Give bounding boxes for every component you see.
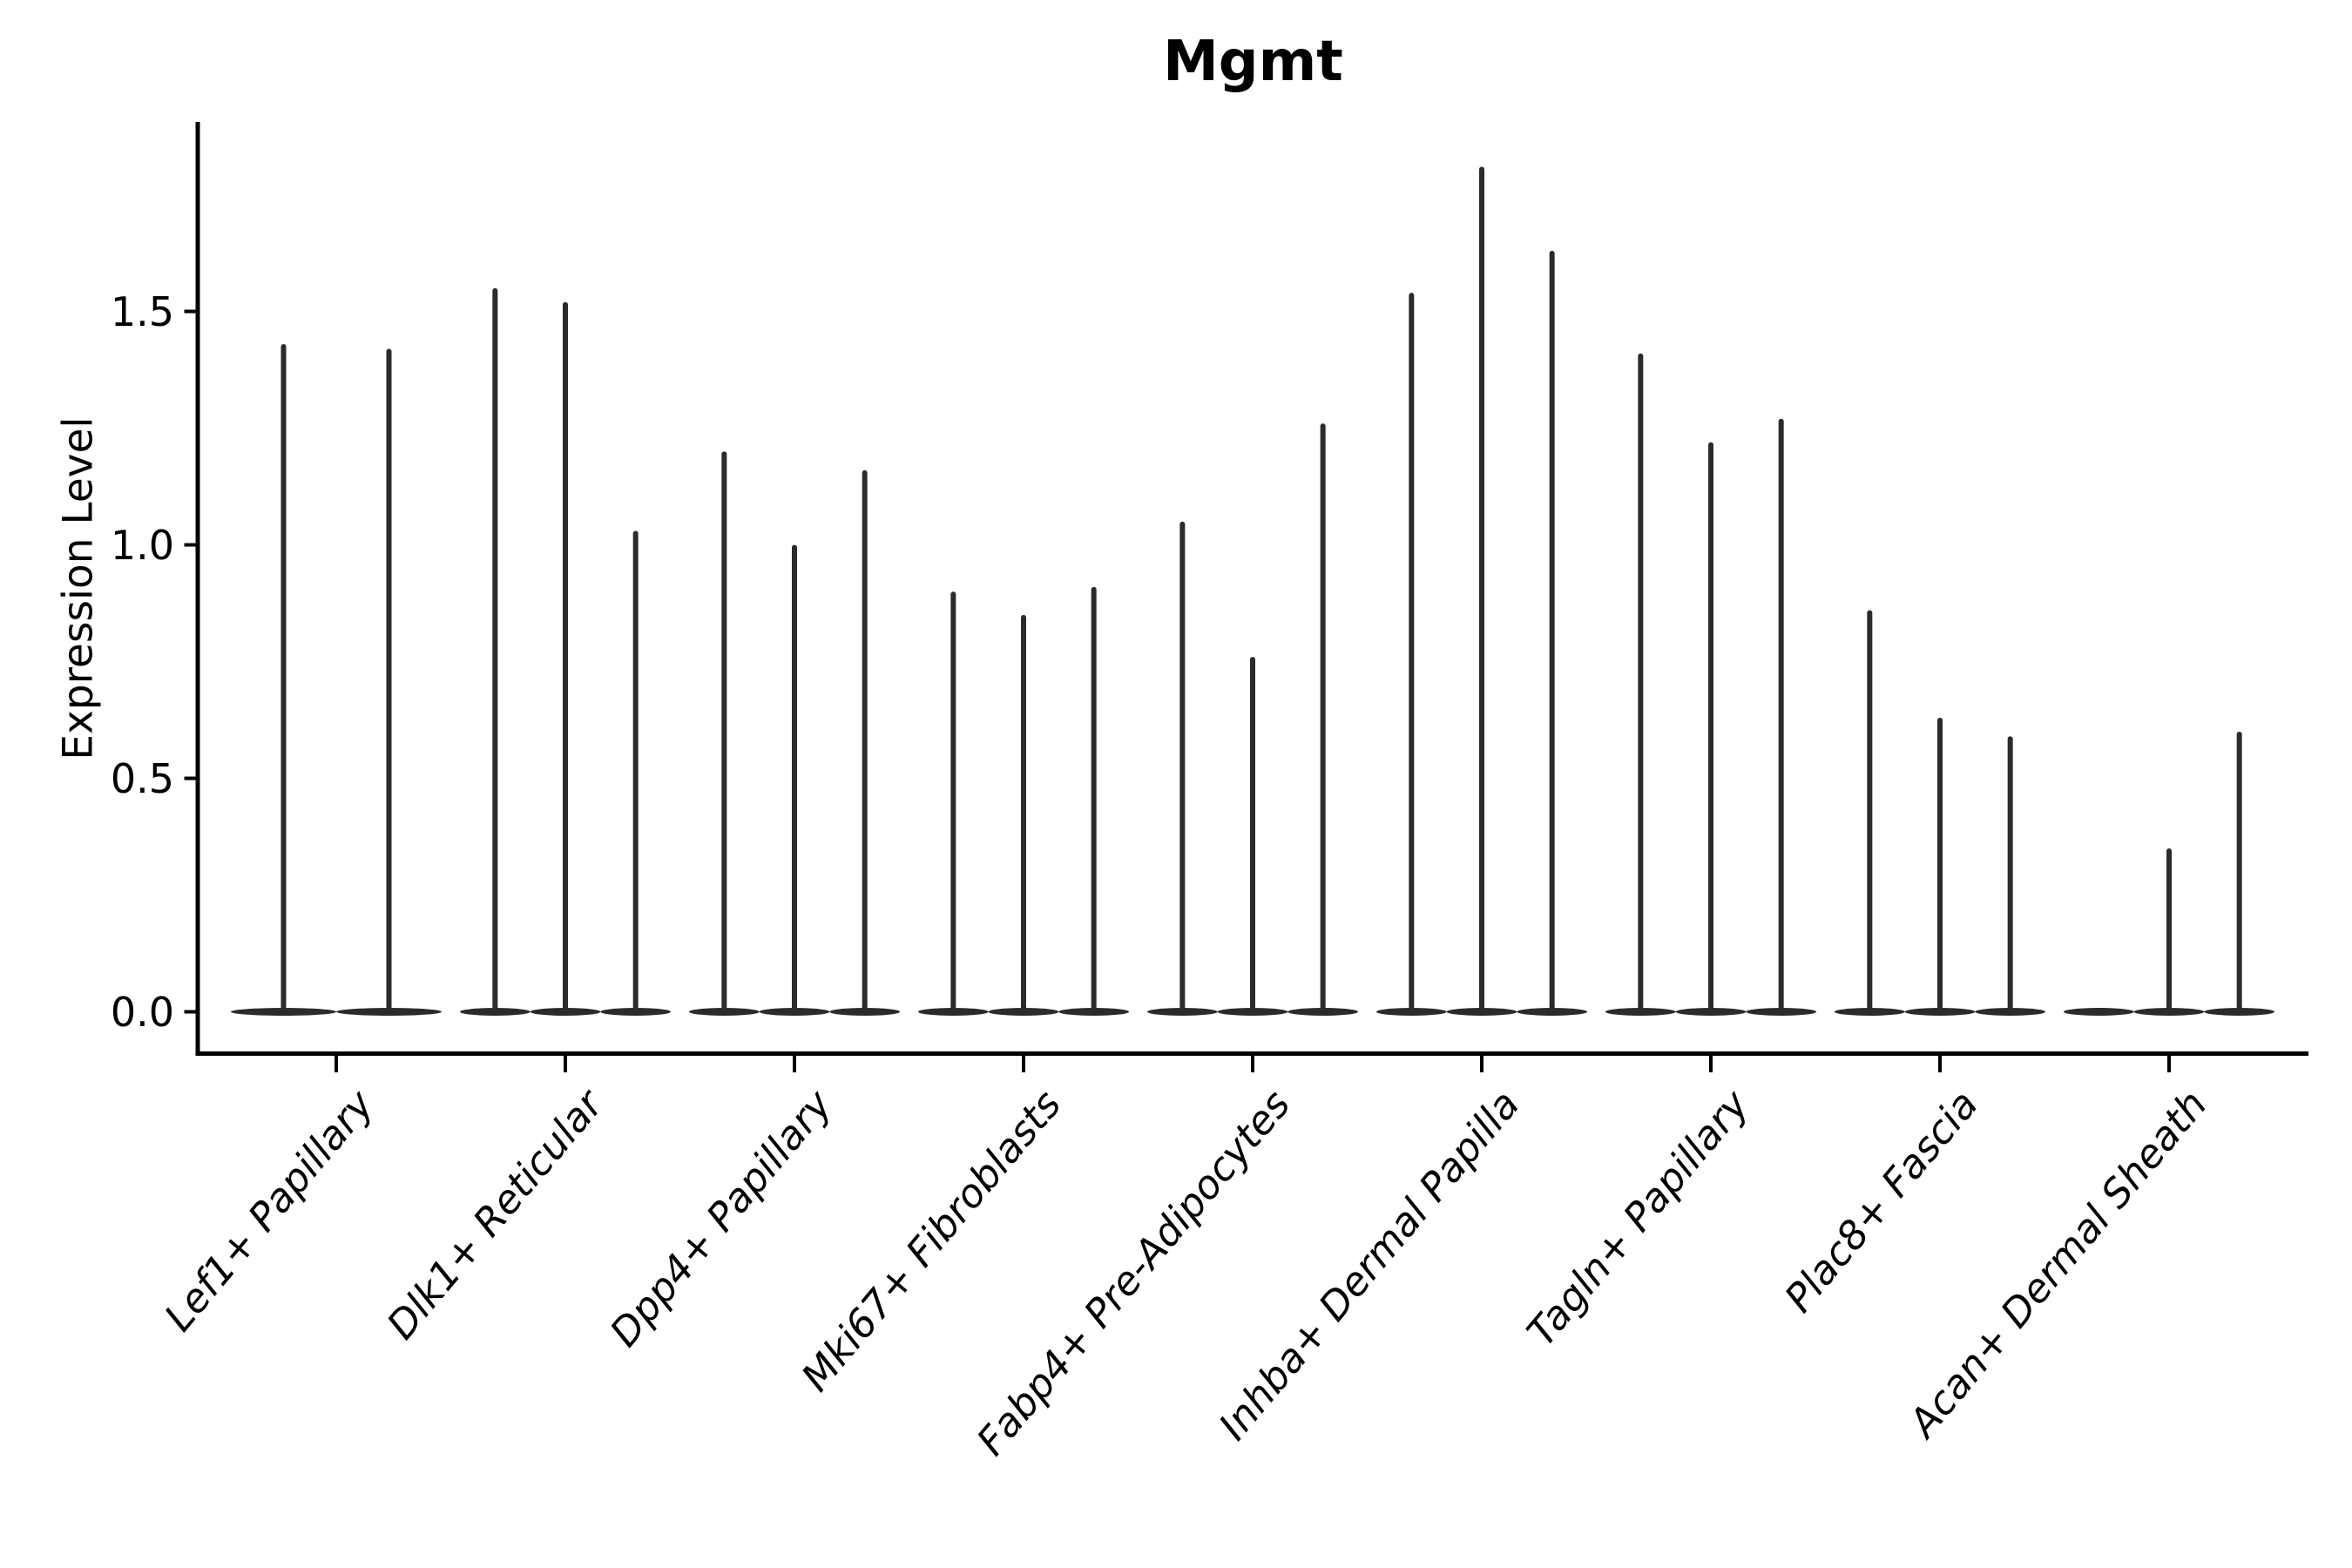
y-tick (184, 543, 196, 547)
y-tick (184, 309, 196, 314)
violin-spike (1409, 293, 1415, 1014)
y-tick-label: 1.5 (110, 287, 174, 335)
violin-spike (1937, 717, 1943, 1014)
violin-spike (1708, 442, 1713, 1014)
violin-spike (2236, 731, 2242, 1014)
violin-spike (492, 287, 498, 1014)
x-tick (793, 1056, 796, 1072)
violin-spike (2166, 848, 2172, 1014)
violin-spike (1091, 586, 1097, 1014)
violin-spike (1250, 657, 1255, 1014)
violin-spike (1778, 418, 1784, 1014)
x-tick (1251, 1056, 1254, 1072)
left-spine (195, 122, 200, 1056)
violin-spike (1021, 614, 1026, 1014)
x-tick (1480, 1056, 1484, 1072)
violin-spike (950, 591, 956, 1014)
violin-spike (792, 544, 797, 1014)
bottom-spine (195, 1051, 2308, 1056)
chart-title: Mgmt (1163, 30, 1343, 94)
y-tick-label: 1.0 (110, 521, 174, 569)
x-tick (335, 1056, 338, 1072)
y-tick (184, 776, 196, 781)
x-tick (564, 1056, 567, 1072)
violin-base (2064, 1008, 2134, 1016)
violin-spike (2007, 736, 2013, 1014)
x-tick (1709, 1056, 1713, 1072)
violin-spike (1320, 423, 1326, 1014)
violin-spike (1549, 250, 1555, 1014)
violin-spike (721, 451, 727, 1014)
violin-spike (632, 531, 639, 1014)
violin-spike (1479, 166, 1484, 1014)
violin-spike (1179, 521, 1186, 1014)
x-tick (1022, 1056, 1025, 1072)
violin-spike (1638, 353, 1644, 1014)
violin-spike (280, 344, 287, 1014)
x-tick (1938, 1056, 1942, 1072)
violin-spike (563, 301, 568, 1014)
violin-spike (1867, 610, 1873, 1014)
y-tick (184, 1010, 196, 1014)
y-tick-label: 0.5 (110, 754, 174, 802)
y-tick-label: 0.0 (110, 988, 174, 1036)
violin-spike (386, 348, 392, 1014)
violin-spike (862, 470, 868, 1014)
x-tick (2167, 1056, 2171, 1072)
